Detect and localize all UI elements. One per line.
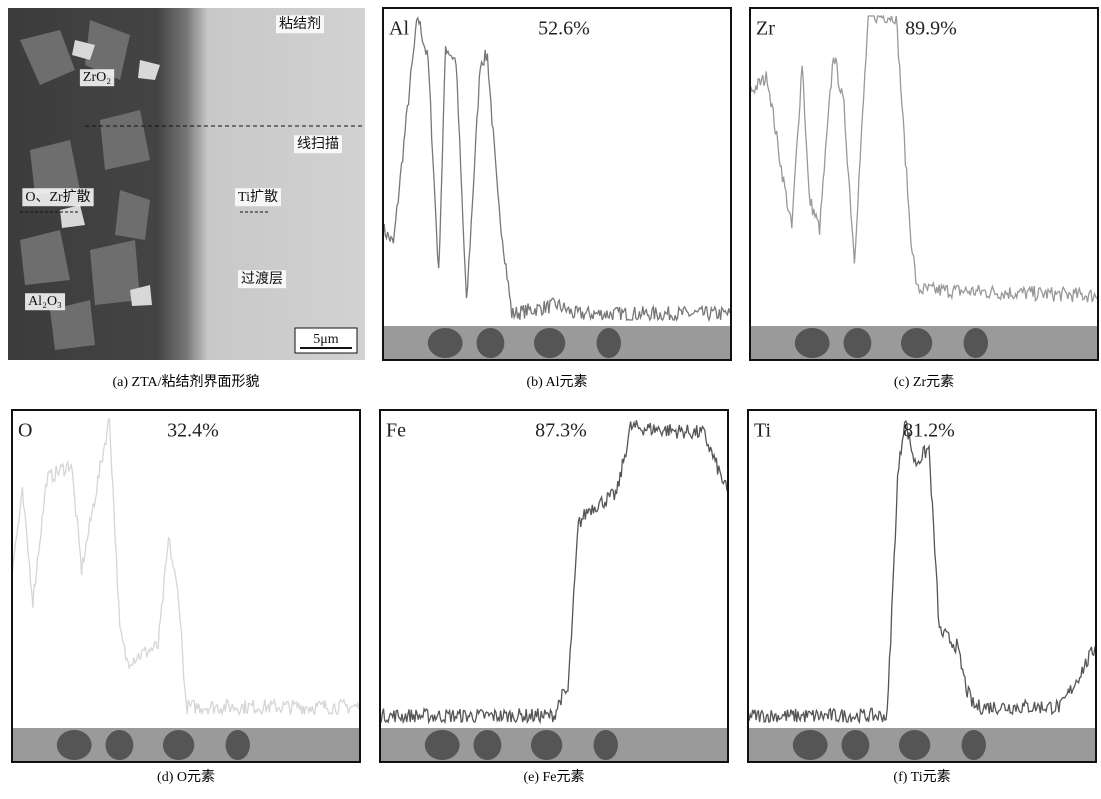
grain <box>476 328 505 358</box>
sem-label: 粘结剂 <box>279 16 321 32</box>
label-box <box>22 188 94 207</box>
scan-panel: Fe 87.3% (e) Fe元素 <box>379 409 729 785</box>
label-box <box>238 270 286 289</box>
sem-label: 线扫描 <box>297 136 339 152</box>
grain <box>792 730 828 760</box>
label-box <box>276 15 324 34</box>
scan-curve <box>747 419 1097 725</box>
panel-frame <box>747 409 1097 763</box>
label-box <box>25 293 66 311</box>
label-box <box>294 135 342 154</box>
percent-label: 32.4% <box>167 420 219 442</box>
label-box <box>235 188 281 207</box>
grain <box>843 328 872 358</box>
grain <box>473 730 502 760</box>
grain <box>841 730 870 760</box>
caption: (f) Ti元素 <box>893 769 950 785</box>
grain <box>963 328 988 358</box>
scan-panel: Zr 89.9% (c) Zr元素 <box>749 7 1099 390</box>
percent-label: 87.3% <box>535 420 587 442</box>
grain <box>533 328 566 358</box>
element-label: Fe <box>386 420 406 442</box>
grain <box>105 730 134 760</box>
grain <box>225 730 250 760</box>
scan-curve <box>380 420 729 725</box>
scan-panel: Al 52.6% (b) Al元素 <box>382 7 732 390</box>
panel-frame <box>382 7 732 361</box>
element-label: Zr <box>756 18 775 40</box>
sem-label: ZrO₂ <box>83 70 111 85</box>
caption: (b) Al元素 <box>526 374 587 390</box>
element-label: Al <box>389 18 409 40</box>
grain <box>900 328 933 358</box>
percent-label: 52.6% <box>538 18 590 40</box>
scan-curve <box>382 16 732 323</box>
element-label: O <box>18 420 32 442</box>
percent-label: 81.2% <box>903 420 955 442</box>
caption: (d) O元素 <box>157 769 215 785</box>
sem-label: 过渡层 <box>241 271 283 287</box>
sem-label: Ti扩散 <box>238 189 278 205</box>
label-box <box>79 69 115 87</box>
sem-label: 5μm <box>313 332 339 347</box>
caption: (e) Fe元素 <box>523 769 584 785</box>
panel-frame <box>11 409 361 763</box>
grain <box>530 730 563 760</box>
scan-panel: Ti 81.2% (f) Ti元素 <box>747 409 1097 785</box>
grain <box>596 328 621 358</box>
scan-curve <box>749 14 1099 303</box>
scan-panel: O 32.4% (d) O元素 <box>11 409 361 785</box>
sem-label: O、Zr扩散 <box>25 189 90 205</box>
grain <box>898 730 931 760</box>
grain <box>424 730 460 760</box>
sem-image <box>8 8 365 360</box>
caption: (c) Zr元素 <box>894 374 954 390</box>
panel-frame <box>379 409 729 763</box>
panel-frame <box>749 7 1099 361</box>
percent-label: 89.9% <box>905 18 957 40</box>
grain <box>961 730 986 760</box>
grain <box>162 730 195 760</box>
grain <box>427 328 463 358</box>
scan-curve <box>11 418 361 717</box>
grain <box>56 730 92 760</box>
grain <box>794 328 830 358</box>
sem-label: Al₂O₃ <box>28 294 62 309</box>
element-label: Ti <box>754 420 772 442</box>
grain <box>593 730 618 760</box>
caption: (a) ZTA/粘结剂界面形貌 <box>112 374 259 390</box>
